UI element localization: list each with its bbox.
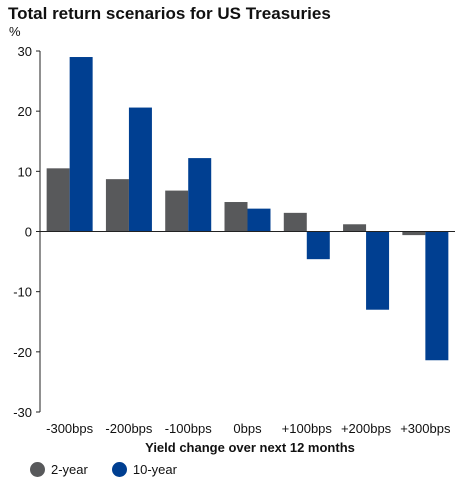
y-axis-unit-label: % bbox=[9, 24, 21, 39]
y-tick-label: -10 bbox=[13, 285, 32, 300]
legend-swatch-2-year bbox=[30, 462, 45, 477]
bar-2-year-5 bbox=[343, 224, 367, 232]
y-tick-label: -20 bbox=[13, 345, 32, 360]
y-tick-label: -30 bbox=[13, 405, 32, 420]
bar-2-year-1 bbox=[105, 179, 129, 232]
bars-layer bbox=[46, 57, 449, 361]
x-tick-label: -200bps bbox=[105, 421, 152, 436]
y-tick-label: 0 bbox=[25, 225, 32, 240]
bar-10-year-5 bbox=[366, 231, 390, 310]
axes-layer bbox=[39, 51, 455, 412]
bar-2-year-4 bbox=[283, 212, 307, 232]
bar-10-year-3 bbox=[247, 208, 271, 232]
y-tick-label: 30 bbox=[18, 44, 32, 59]
x-tick-label: -300bps bbox=[46, 421, 93, 436]
x-tick-label: +200bps bbox=[341, 421, 392, 436]
legend-swatch-10-year bbox=[111, 462, 127, 477]
legend-item-2-year: 2-year bbox=[30, 462, 88, 477]
bar-10-year-1 bbox=[128, 107, 152, 232]
x-tick-label: 0bps bbox=[233, 421, 262, 436]
bar-2-year-2 bbox=[165, 190, 189, 232]
legend: 2-year 10-year bbox=[30, 462, 201, 477]
y-tick-label: 20 bbox=[18, 104, 32, 119]
bar-2-year-3 bbox=[224, 202, 248, 232]
legend-label-2-year: 2-year bbox=[51, 462, 88, 477]
x-tick-label: +100bps bbox=[282, 421, 333, 436]
legend-label-10-year: 10-year bbox=[132, 462, 177, 477]
bar-10-year-4 bbox=[306, 231, 330, 260]
bar-10-year-2 bbox=[188, 158, 212, 232]
bar-2-year-6 bbox=[402, 231, 426, 236]
bar-chart: 30 20 10 0 -10 -20 -30 -300bps -200bps -100bps 0bp… bbox=[13, 44, 455, 436]
legend-item-10-year: 10-year bbox=[111, 462, 177, 477]
bar-10-year-6 bbox=[425, 231, 449, 361]
chart-title: Total return scenarios for US Treasuries bbox=[8, 4, 331, 23]
bar-10-year-0 bbox=[69, 57, 93, 232]
x-tick-label: +300bps bbox=[400, 421, 451, 436]
x-axis-label: Yield change over next 12 months bbox=[145, 440, 355, 455]
bar-2-year-0 bbox=[46, 168, 70, 232]
ticks-layer: 30 20 10 0 -10 -20 -30 -300bps -200bps -100bps 0bp… bbox=[13, 44, 451, 436]
x-tick-label: -100bps bbox=[165, 421, 212, 436]
y-tick-label: 10 bbox=[18, 164, 32, 179]
